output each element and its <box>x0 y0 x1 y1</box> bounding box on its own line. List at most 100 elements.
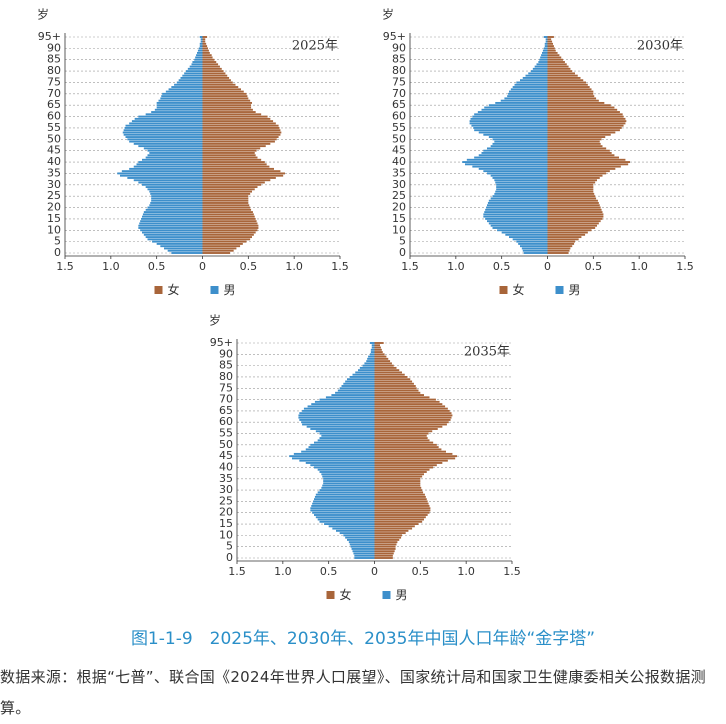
y-tick-label: 40 <box>47 155 61 168</box>
bar <box>374 400 440 403</box>
legend-swatch <box>382 591 391 599</box>
chart-title: 2030年 <box>637 39 683 54</box>
bar <box>189 65 203 68</box>
bar <box>314 466 375 469</box>
bar <box>374 366 397 369</box>
bar <box>142 213 203 216</box>
bar <box>136 163 203 166</box>
bar <box>487 202 548 204</box>
bar <box>374 351 383 354</box>
y-tick-label: 40 <box>392 155 406 168</box>
bar <box>120 174 203 177</box>
bar <box>547 158 626 161</box>
bar <box>312 511 375 514</box>
y-tick-label: 5 <box>399 235 406 248</box>
bar <box>547 245 573 248</box>
bar <box>138 224 203 227</box>
bar <box>547 65 569 68</box>
bar <box>547 83 588 86</box>
bar <box>138 161 203 164</box>
bar <box>123 129 203 132</box>
bar <box>202 51 210 54</box>
bar <box>349 375 375 378</box>
bar <box>202 67 222 70</box>
bar <box>339 387 375 390</box>
bar <box>374 557 393 559</box>
bar <box>156 101 203 104</box>
bar <box>544 45 548 48</box>
bar <box>374 407 448 410</box>
bar <box>522 76 548 79</box>
bar <box>302 409 375 412</box>
bar <box>547 167 616 170</box>
bar <box>192 61 203 63</box>
bar <box>547 74 578 77</box>
bar <box>522 249 548 252</box>
bar <box>547 147 607 150</box>
bar <box>202 211 253 214</box>
bar <box>289 455 375 458</box>
bar <box>299 412 375 415</box>
bar <box>547 122 626 125</box>
bar <box>547 97 597 100</box>
y-tick-label: 70 <box>47 87 61 100</box>
bar <box>202 152 255 154</box>
bar <box>298 416 375 419</box>
y-tick-label: 65 <box>392 98 406 111</box>
bar <box>299 459 375 462</box>
bar <box>122 131 203 134</box>
y-tick-label: 95+ <box>383 30 406 43</box>
bar <box>151 111 203 113</box>
bar <box>154 108 203 111</box>
bar <box>547 76 581 79</box>
bar <box>488 199 548 202</box>
bar <box>538 61 548 63</box>
bar <box>547 145 603 148</box>
bar <box>478 131 548 134</box>
bar <box>323 480 375 483</box>
bar <box>202 136 279 138</box>
bar <box>547 72 575 75</box>
bar <box>202 202 249 204</box>
bar <box>547 238 579 241</box>
bar <box>374 441 434 444</box>
bar <box>512 86 548 88</box>
bar <box>184 72 203 75</box>
bar <box>191 63 203 66</box>
y-tick-label: 25 <box>219 494 233 507</box>
bar <box>374 357 389 360</box>
y-tick-label: 20 <box>47 201 61 214</box>
bar <box>310 509 375 512</box>
y-tick-label: 80 <box>219 370 233 383</box>
bar <box>509 90 548 93</box>
bar <box>477 111 548 113</box>
bar <box>314 514 375 516</box>
bar <box>167 249 203 252</box>
bar <box>142 215 203 218</box>
bar <box>133 142 203 145</box>
bar <box>149 204 203 207</box>
bar <box>292 457 375 460</box>
bar <box>547 51 558 54</box>
bar <box>150 202 203 204</box>
bar <box>547 163 629 166</box>
bar <box>473 126 548 129</box>
bar <box>202 197 249 200</box>
bar <box>374 471 427 473</box>
bar <box>313 500 375 503</box>
y-tick-label: 65 <box>219 404 233 417</box>
bar <box>474 113 548 116</box>
bar <box>481 152 548 154</box>
bar <box>165 90 203 93</box>
bar <box>547 220 601 223</box>
bar <box>147 188 203 191</box>
bar <box>374 461 443 464</box>
bar <box>374 428 438 430</box>
bar <box>202 154 256 157</box>
bar <box>315 493 375 496</box>
bar <box>202 172 285 175</box>
bar <box>174 83 203 86</box>
bar <box>492 195 548 198</box>
bar <box>487 204 548 207</box>
x-tick-label: 1.5 <box>401 260 419 273</box>
